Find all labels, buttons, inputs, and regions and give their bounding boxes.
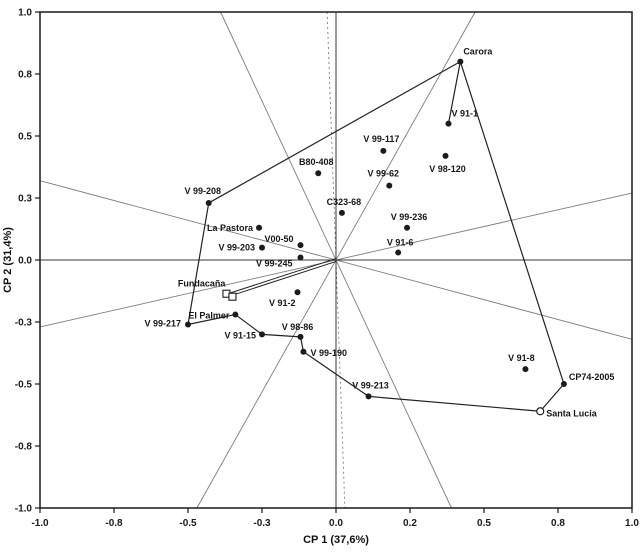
y-tick-label: 0.5 <box>18 132 32 143</box>
point-label: Carora <box>463 47 493 57</box>
data-point <box>522 366 529 373</box>
hull-segment <box>459 61 565 385</box>
hull-segment <box>261 333 301 338</box>
x-tick-label: -0.3 <box>253 518 271 529</box>
y-tick-label: 0.8 <box>18 70 32 81</box>
data-point <box>256 224 263 231</box>
data-point <box>404 224 411 231</box>
point-label: V 99-208 <box>184 186 221 196</box>
data-point <box>457 58 464 65</box>
x-tick-label: 0.8 <box>551 518 565 529</box>
y-tick-label: -1.0 <box>15 504 33 515</box>
hull-segment <box>187 202 210 325</box>
data-point <box>297 254 304 261</box>
point-label: V 91-2 <box>269 298 296 308</box>
data-point <box>297 333 304 340</box>
point-label: V 99-217 <box>144 318 181 328</box>
data-point <box>445 120 452 127</box>
point-label: V00-50 <box>264 234 293 244</box>
point-label: V 99-117 <box>363 134 399 144</box>
point-label: V 99-203 <box>218 243 255 253</box>
data-point <box>185 321 191 328</box>
point-label: V 99-213 <box>352 380 389 390</box>
x-tick-label: 0.0 <box>329 518 343 529</box>
x-tick-label: -1.0 <box>31 518 49 529</box>
point-label: V 91-8 <box>508 353 535 363</box>
data-point <box>300 348 307 355</box>
y-axis-title: CP 2 (31,4%) <box>2 227 14 293</box>
data-point <box>386 182 393 189</box>
data-point <box>259 331 265 338</box>
data-point <box>365 393 372 400</box>
x-axis-title: CP 1 (37,6%) <box>303 534 369 546</box>
loading-vector-double <box>228 258 336 294</box>
data-point <box>294 289 301 296</box>
point-label: El Palmer <box>188 311 230 321</box>
data-point <box>297 242 304 249</box>
hull-segment <box>187 313 236 326</box>
point-label: V 91-6 <box>387 238 414 248</box>
hull-segment <box>235 314 263 335</box>
x-tick-label: 0.5 <box>477 518 491 529</box>
y-tick-label: -0.8 <box>15 442 33 453</box>
point-label: CP74-2005 <box>569 372 615 382</box>
data-point <box>259 244 265 251</box>
point-label: B80-408 <box>299 157 334 167</box>
loading-vector-double <box>229 260 337 297</box>
x-tick-label: -0.5 <box>179 518 197 529</box>
data-point <box>338 209 345 216</box>
hull-segment <box>303 351 369 397</box>
y-tick-label: -0.3 <box>15 318 33 329</box>
x-tick-label: 0.2 <box>403 518 417 529</box>
hull-segment <box>447 61 461 124</box>
point-label: V 98-86 <box>282 322 314 332</box>
data-point <box>315 170 322 177</box>
y-tick-label: 0.0 <box>18 256 32 267</box>
x-tick-label: -0.8 <box>105 518 123 529</box>
data-point <box>442 152 449 159</box>
point-label: V 99-236 <box>391 212 428 222</box>
point-label: V 99-62 <box>368 169 400 179</box>
hull-segment <box>539 383 565 412</box>
point-label: V 99-245 <box>256 259 293 269</box>
point-label: V 99-190 <box>310 348 347 358</box>
point-label: Fundacaña <box>178 279 227 289</box>
x-tick-label: 1.0 <box>625 518 639 529</box>
y-tick-label: 1.0 <box>18 8 32 19</box>
point-label: V 91-1 <box>451 109 478 119</box>
data-point <box>395 249 402 256</box>
data-point <box>232 311 239 318</box>
point-label: C323-68 <box>327 197 362 207</box>
point-label: V 91-15 <box>224 330 256 340</box>
hull-segment <box>368 395 541 412</box>
point-label: V 98-120 <box>429 164 466 174</box>
data-point-square <box>228 292 237 301</box>
data-point-open <box>536 407 545 416</box>
hull-segment <box>208 61 461 204</box>
point-label: La Pastora <box>207 223 254 233</box>
data-point <box>380 147 387 154</box>
data-point <box>560 381 567 387</box>
point-label: Santa Lucia <box>546 408 598 418</box>
y-tick-label: -0.5 <box>15 380 33 391</box>
y-tick-label: 0.3 <box>18 194 32 205</box>
data-point <box>205 199 212 206</box>
